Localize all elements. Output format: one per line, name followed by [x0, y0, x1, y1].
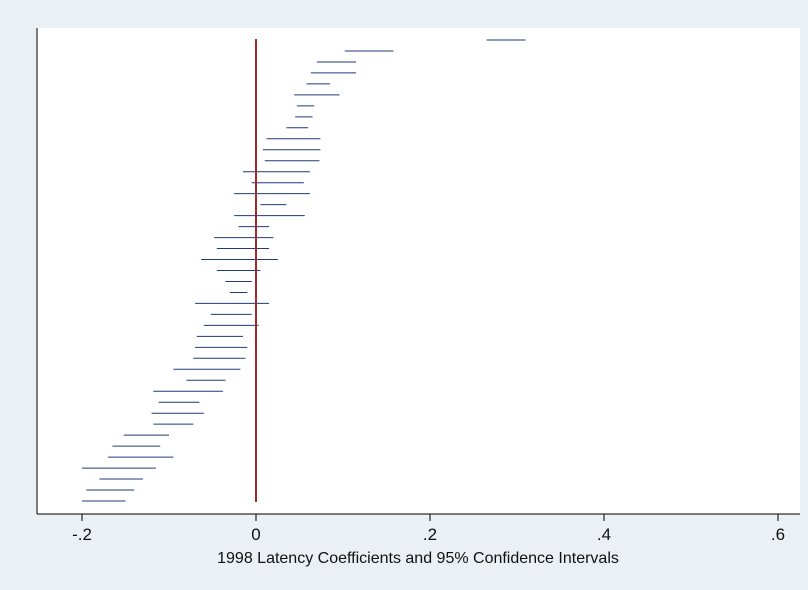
x-tick-label: .2: [423, 525, 437, 544]
x-tick-label: .4: [597, 525, 611, 544]
x-tick-label: -.2: [72, 525, 92, 544]
x-ticks: -.2 0 .2 .4 .6: [72, 514, 785, 544]
x-tick-label: .6: [771, 525, 785, 544]
interval-group: [82, 39, 526, 502]
x-axis-title: 1998 Latency Coefficients and 95% Confid…: [217, 550, 619, 567]
x-tick-label: 0: [251, 525, 260, 544]
plot-area: [37, 28, 800, 514]
